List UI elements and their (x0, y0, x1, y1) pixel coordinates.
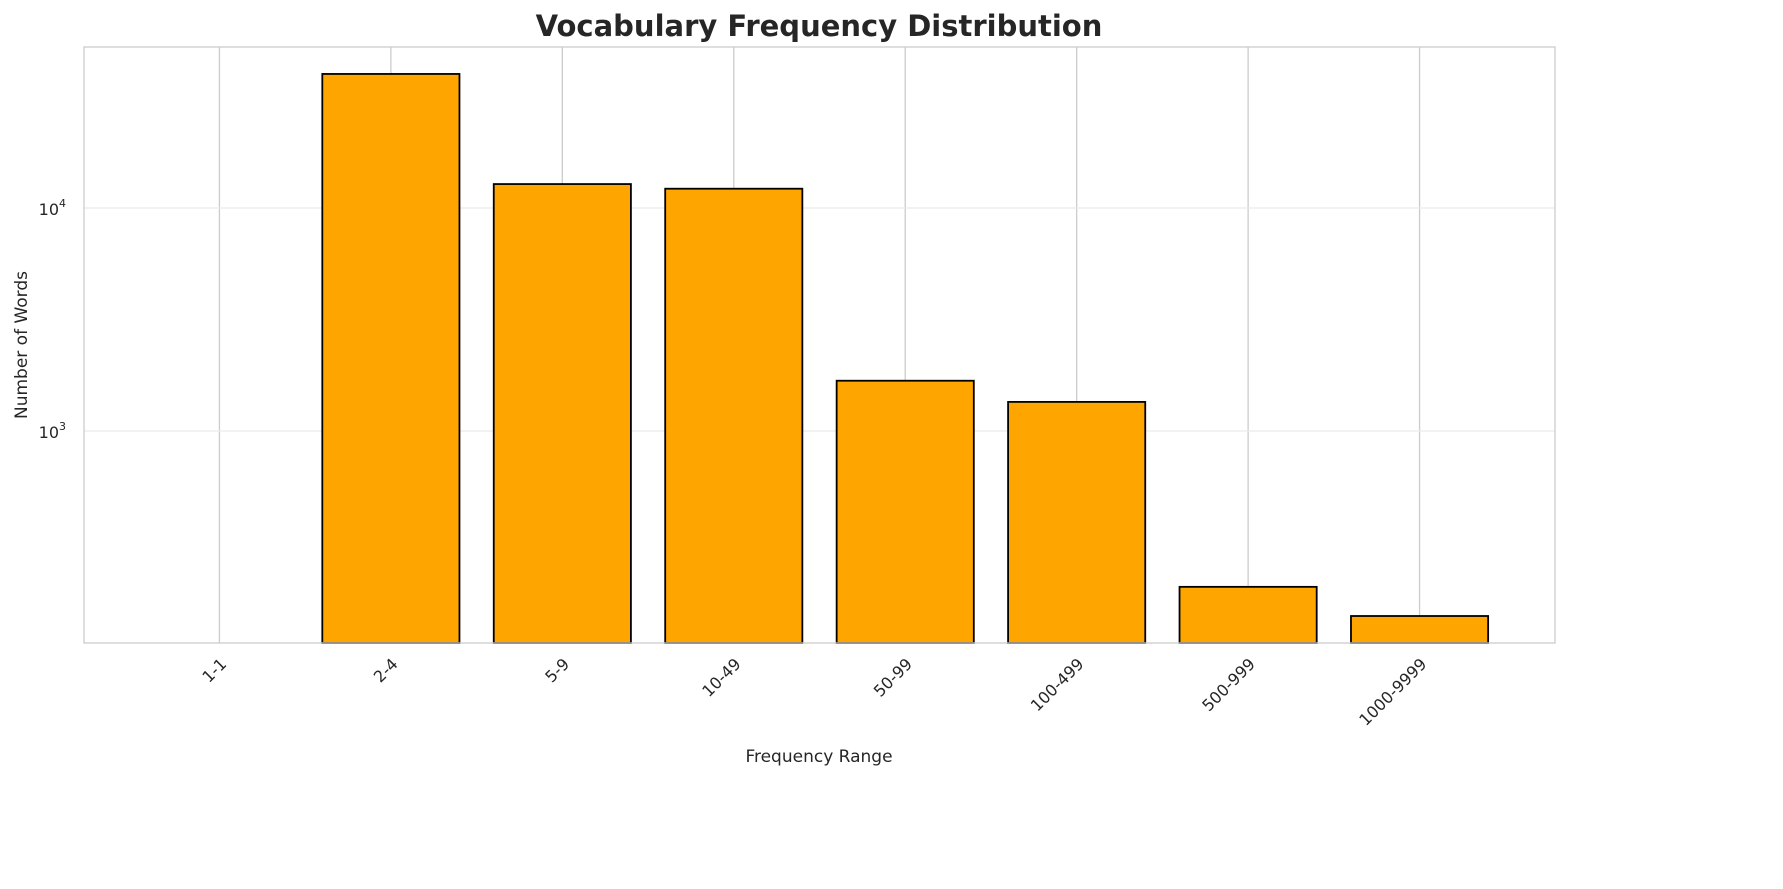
y-tick-label: 103 (39, 420, 66, 442)
plot-frame (83, 46, 1556, 644)
bar-1000-9999 (1350, 615, 1490, 644)
bar-5-9 (492, 183, 632, 644)
x-tick-label: 5-9 (541, 654, 573, 686)
x-axis-label: Frequency Range (745, 747, 892, 767)
y-axis-label: Number of Words (12, 271, 32, 419)
x-tick-label: 100-499 (1027, 654, 1088, 715)
bar-100-499 (1007, 401, 1147, 644)
bar-500-999 (1178, 585, 1318, 644)
x-tick-label: 1-1 (198, 654, 230, 686)
x-tick-label: 10-49 (698, 654, 744, 700)
chart-title: Vocabulary Frequency Distribution (536, 9, 1103, 43)
x-tick-label: 1000-9999 (1355, 654, 1430, 729)
bar-50-99 (835, 379, 975, 644)
bar-2-4 (321, 73, 461, 644)
y-tick-label: 104 (39, 197, 66, 219)
x-tick-label: 2-4 (370, 654, 402, 686)
x-tick-label: 50-99 (870, 654, 916, 700)
x-tick-label: 500-999 (1198, 654, 1259, 715)
bar-10-49 (664, 187, 804, 644)
